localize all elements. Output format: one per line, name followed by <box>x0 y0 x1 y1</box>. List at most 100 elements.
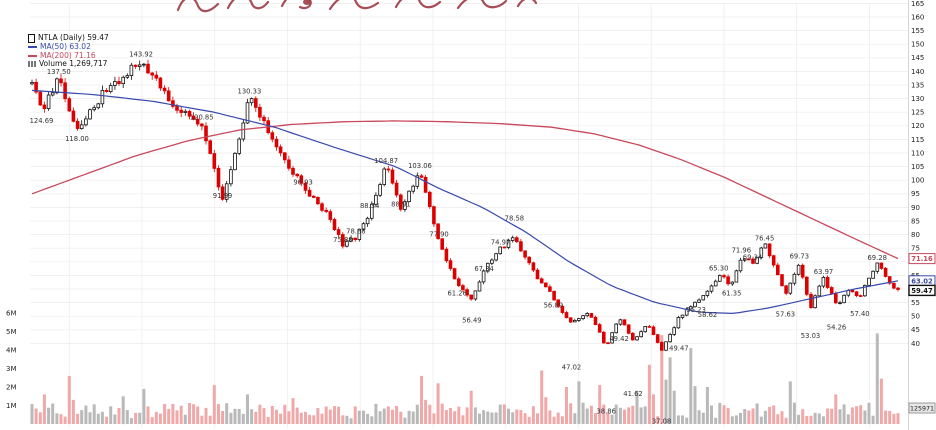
pivot-price-label: 65.30 <box>709 265 728 273</box>
pivot-price-label: 69.34 <box>743 254 762 262</box>
pivot-price-label: 49.47 <box>669 345 688 353</box>
price-tick-label: 55 <box>911 299 920 307</box>
pivot-price-label: 77.90 <box>429 230 448 238</box>
price-tick-label: 125 <box>911 109 924 117</box>
pivot-price-label: 69.28 <box>867 254 886 262</box>
price-tick-label: 90 <box>911 204 920 212</box>
pivot-price-label: 57.63 <box>776 310 795 318</box>
pivot-price-label: 118.00 <box>65 135 89 143</box>
price-tick-label: 45 <box>911 326 920 334</box>
pivot-price-label: 54.26 <box>827 324 846 332</box>
legend-ma200-row: MA(200) 71.16 <box>28 51 109 61</box>
pivot-price-label: 124.69 <box>30 117 54 125</box>
price-tick-label: 100 <box>911 177 924 185</box>
chart-legend: NTLA (Daily) 59.47 MA(50) 63.02 MA(200) … <box>28 34 109 69</box>
price-tick-label: 135 <box>911 81 924 89</box>
pivot-price-label: 67.34 <box>474 265 493 273</box>
symbol-label: NTLA (Daily) 59.47 <box>38 33 109 43</box>
price-tick-label: 80 <box>911 231 920 239</box>
pivot-price-label: 56.89 <box>544 302 563 310</box>
pivot-price-label: 71.96 <box>732 247 751 255</box>
ma200-line-icon <box>28 54 37 57</box>
price-tags: 71.16 63.02 59.47 125971 <box>908 253 936 414</box>
price-tick-label: 85 <box>911 217 920 225</box>
volume-tick-label: 3M <box>6 365 17 373</box>
volume-tick-label: 5M <box>6 328 17 336</box>
svg-text:71.16: 71.16 <box>911 255 933 263</box>
ma50-label: MA(50) 63.02 <box>40 42 91 51</box>
volume-bars-icon <box>28 61 36 68</box>
pivot-price-label: 58.62 <box>698 311 717 319</box>
pivot-price-label: 75.88 <box>333 236 352 244</box>
pivot-price-label: 88.34 <box>360 202 379 210</box>
pivot-price-label: 120.85 <box>190 114 214 122</box>
price-tick-label: 75 <box>911 245 920 253</box>
pivot-price-label: 78.58 <box>505 215 524 223</box>
price-tick-label: 130 <box>911 95 924 103</box>
legend-volume-row: Volume 1,269,717 <box>28 59 109 69</box>
pivot-price-label: 78.88 <box>346 228 365 236</box>
volume-tick-label: 1M <box>6 402 17 410</box>
handwriting-scribble <box>176 0 538 13</box>
svg-text:59.47: 59.47 <box>911 287 933 295</box>
last-price-tag <box>908 284 936 297</box>
volume-label: Volume 1,269,717 <box>39 59 108 68</box>
axis-labels: 165 160 155 150 145 140 135 130 125 120 115 110 105 1… <box>6 0 924 410</box>
pivot-price-label: 56.49 <box>462 317 481 325</box>
svg-text:125971: 125971 <box>910 406 934 413</box>
volume-bars <box>30 333 900 425</box>
price-tick-label: 105 <box>911 163 924 171</box>
price-tick-label: 95 <box>911 190 920 198</box>
pivot-price-label: 57.40 <box>850 310 869 318</box>
pivot-price-label: 47.02 <box>562 363 581 371</box>
ma200-line <box>31 120 899 260</box>
volume-tick-label: 4M <box>6 346 17 354</box>
pivot-price-label: 104.87 <box>374 157 398 165</box>
candlestick-icon <box>28 34 35 43</box>
pivot-price-label: 41.62 <box>623 390 642 398</box>
candlesticks <box>30 59 900 352</box>
gridlines <box>30 0 909 430</box>
pivot-price-label: 37.08 <box>652 417 671 425</box>
pivot-price-label: 61.26 <box>447 290 466 298</box>
svg-text:63.02: 63.02 <box>911 277 933 285</box>
pivot-price-label: 91.99 <box>213 192 232 200</box>
price-tick-label: 165 <box>911 0 924 8</box>
pivot-price-label: 53.03 <box>801 332 820 340</box>
legend-symbol-row: NTLA (Daily) 59.47 <box>28 34 109 43</box>
pivot-price-label: 96.93 <box>293 179 312 187</box>
price-tick-label: 150 <box>911 41 924 49</box>
pivot-price-label: 61.35 <box>722 289 741 297</box>
pivot-price-label: 137.50 <box>47 68 71 76</box>
pivot-price-label: 143.92 <box>129 51 153 59</box>
ma50-line-icon <box>28 46 37 49</box>
pivot-price-label: 130.33 <box>238 88 262 96</box>
price-tick-label: 115 <box>911 136 924 144</box>
price-annotations: 124.69 137.50 118.00 143.92 120.85 91.99 130.3… <box>30 51 887 426</box>
price-tick-label: 145 <box>911 54 924 62</box>
pivot-price-label: 55.23 <box>686 306 705 314</box>
last-volume-tag <box>908 402 936 414</box>
volume-tick-label: 2M <box>6 383 17 391</box>
pivot-price-label: 38.86 <box>596 408 615 416</box>
price-tick-label: 40 <box>911 340 920 348</box>
pivot-price-label: 88.91 <box>391 200 410 208</box>
moving-average-lines <box>31 89 899 315</box>
pivot-price-label: 103.06 <box>408 162 432 170</box>
price-tick-label: 140 <box>911 68 924 76</box>
legend-ma50-row: MA(50) 63.02 <box>28 42 109 52</box>
pivot-price-label: 69.73 <box>790 253 809 261</box>
price-tick-label: 110 <box>911 149 924 157</box>
price-tick-label: 120 <box>911 122 924 130</box>
pivot-price-label: 76.45 <box>755 234 774 242</box>
ma50-line <box>31 89 899 315</box>
price-tick-label: 160 <box>911 13 924 21</box>
price-tick-label: 50 <box>911 313 920 321</box>
volume-tick-label: 6M <box>6 309 17 317</box>
pivot-price-label: 74.97 <box>491 238 510 246</box>
pivot-price-label: 63.97 <box>814 268 833 276</box>
pivot-price-label: 49.42 <box>609 335 628 343</box>
price-tick-label: 155 <box>911 27 924 35</box>
